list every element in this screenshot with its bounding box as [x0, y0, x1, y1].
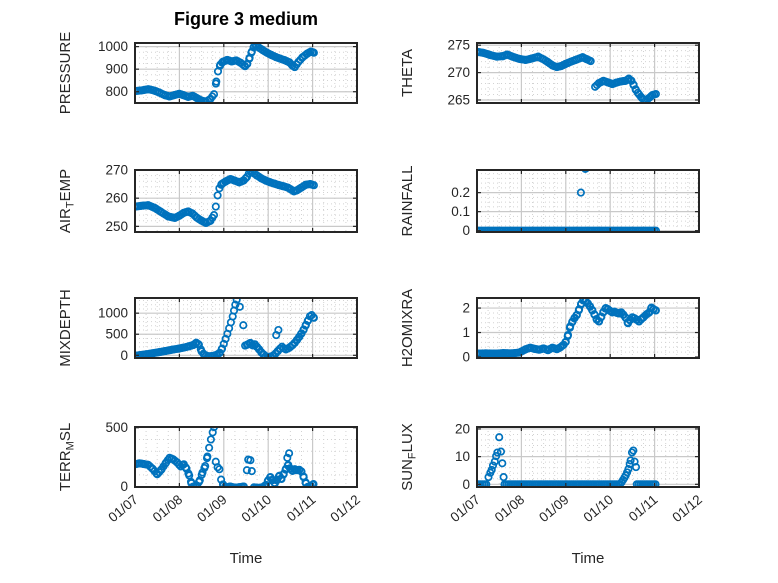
- minor-grid: [477, 170, 699, 232]
- axes-box: [134, 42, 358, 104]
- y-tick-label: 1000: [98, 306, 128, 321]
- subplot-mixdepth: 0 500 1000 MIXDEPTH: [57, 289, 358, 367]
- y-tick-label: 0.2: [451, 185, 470, 200]
- y-tick-label: 500: [105, 420, 128, 435]
- y-tick-label: 10: [455, 449, 470, 464]
- tick-marks: [476, 43, 700, 103]
- major-grid: [477, 43, 699, 103]
- subplot-airtemp: 250 260 270 AIRTEMP: [57, 163, 358, 234]
- subplot-pressure: 800 900 1000 PRESSURE: [57, 32, 358, 115]
- y-axis-label: MIXDEPTH: [57, 289, 74, 367]
- tick-marks: [134, 169, 358, 232]
- axes-box: [134, 169, 358, 233]
- y-axis-label: PRESSURE: [57, 32, 74, 115]
- tick-marks: [134, 43, 358, 103]
- y-tick-label: 0.1: [451, 204, 470, 219]
- y-tick-label: 0: [462, 223, 470, 238]
- subplot-h2omixra: 0 1 2 H2OMIXRA: [399, 289, 700, 367]
- subplot-sunflux: 0 10 20 01/07 01/08 01/09 01/10 01/11 01/12 SUNFL…: [399, 421, 705, 525]
- y-tick-label: 250: [105, 219, 128, 234]
- axes-box: [476, 297, 700, 359]
- x-tick-label: 01/09: [194, 492, 230, 525]
- tick-marks: [476, 170, 700, 232]
- y-tick-label: 270: [105, 163, 128, 178]
- x-tick-label: 01/08: [150, 492, 186, 525]
- y-tick-label: 260: [105, 191, 128, 206]
- x-tick-label: 01/09: [536, 492, 572, 525]
- series-markers: [477, 298, 660, 358]
- x-tick-label: 01/10: [581, 492, 617, 525]
- y-tick-label: 800: [105, 84, 128, 99]
- y-tick-label: 900: [105, 62, 128, 77]
- y-tick-label: 265: [447, 92, 470, 107]
- y-axis-label: TERRMSL: [57, 423, 77, 491]
- major-grid: [135, 170, 357, 232]
- y-axis-label: AIRTEMP: [57, 169, 77, 233]
- tick-marks: [476, 427, 700, 487]
- y-axis-label: SUNFLUX: [399, 423, 419, 491]
- y-tick-label: 0: [120, 479, 128, 494]
- x-tick-label: 01/07: [447, 492, 483, 525]
- subplot-theta: 265 270 275 THETA: [399, 38, 700, 107]
- y-axis-label: THETA: [399, 49, 416, 97]
- x-tick-label: 01/10: [239, 492, 275, 525]
- x-tick-label: 01/11: [284, 492, 319, 525]
- series-markers: [135, 43, 318, 103]
- tick-marks: [134, 298, 358, 358]
- x-axis-label-right: Time: [571, 550, 605, 567]
- x-tick-label: 01/08: [492, 492, 528, 525]
- tick-marks: [134, 427, 358, 488]
- y-tick-label: 270: [447, 65, 470, 80]
- axes-box: [134, 426, 358, 488]
- y-axis-label: H2OMIXRA: [399, 289, 416, 367]
- minor-grid: [477, 427, 699, 487]
- y-tick-label: 0: [462, 350, 470, 365]
- y-tick-label: 275: [447, 38, 470, 53]
- axes-box: [134, 297, 358, 359]
- y-tick-label: 2: [462, 301, 470, 316]
- y-tick-label: 0: [120, 348, 128, 363]
- major-grid: [135, 298, 357, 358]
- y-tick-label: 500: [105, 327, 128, 342]
- y-axis-label: RAINFALL: [399, 166, 416, 237]
- subplot-rainfall: 0 0.1 0.2 RAINFALL: [399, 166, 700, 238]
- plot-area: [477, 170, 699, 232]
- figure-title: Figure 3 medium: [173, 9, 319, 29]
- x-tick-label: 01/07: [105, 492, 141, 525]
- series-markers: [477, 170, 661, 232]
- x-tick-label: 01/12: [327, 492, 363, 525]
- y-tick-label: 1000: [98, 39, 128, 54]
- x-axis-label-left: Time: [229, 550, 263, 567]
- y-tick-label: 0: [462, 477, 470, 492]
- y-tick-label: 1: [462, 325, 470, 340]
- series-markers: [477, 433, 660, 487]
- tick-marks: [476, 298, 700, 358]
- y-tick-label: 20: [455, 421, 470, 436]
- axes-box: [476, 169, 700, 233]
- x-tick-label: 01/12: [669, 492, 705, 525]
- series-markers: [135, 427, 318, 487]
- x-tick-label: 01/11: [626, 492, 661, 525]
- subplot-terrmsl: 0 500 01/07 01/08 01/09 01/10 01/11 01/12 TERRMS…: [57, 420, 363, 525]
- series-markers: [135, 170, 318, 228]
- series-markers: [135, 298, 318, 358]
